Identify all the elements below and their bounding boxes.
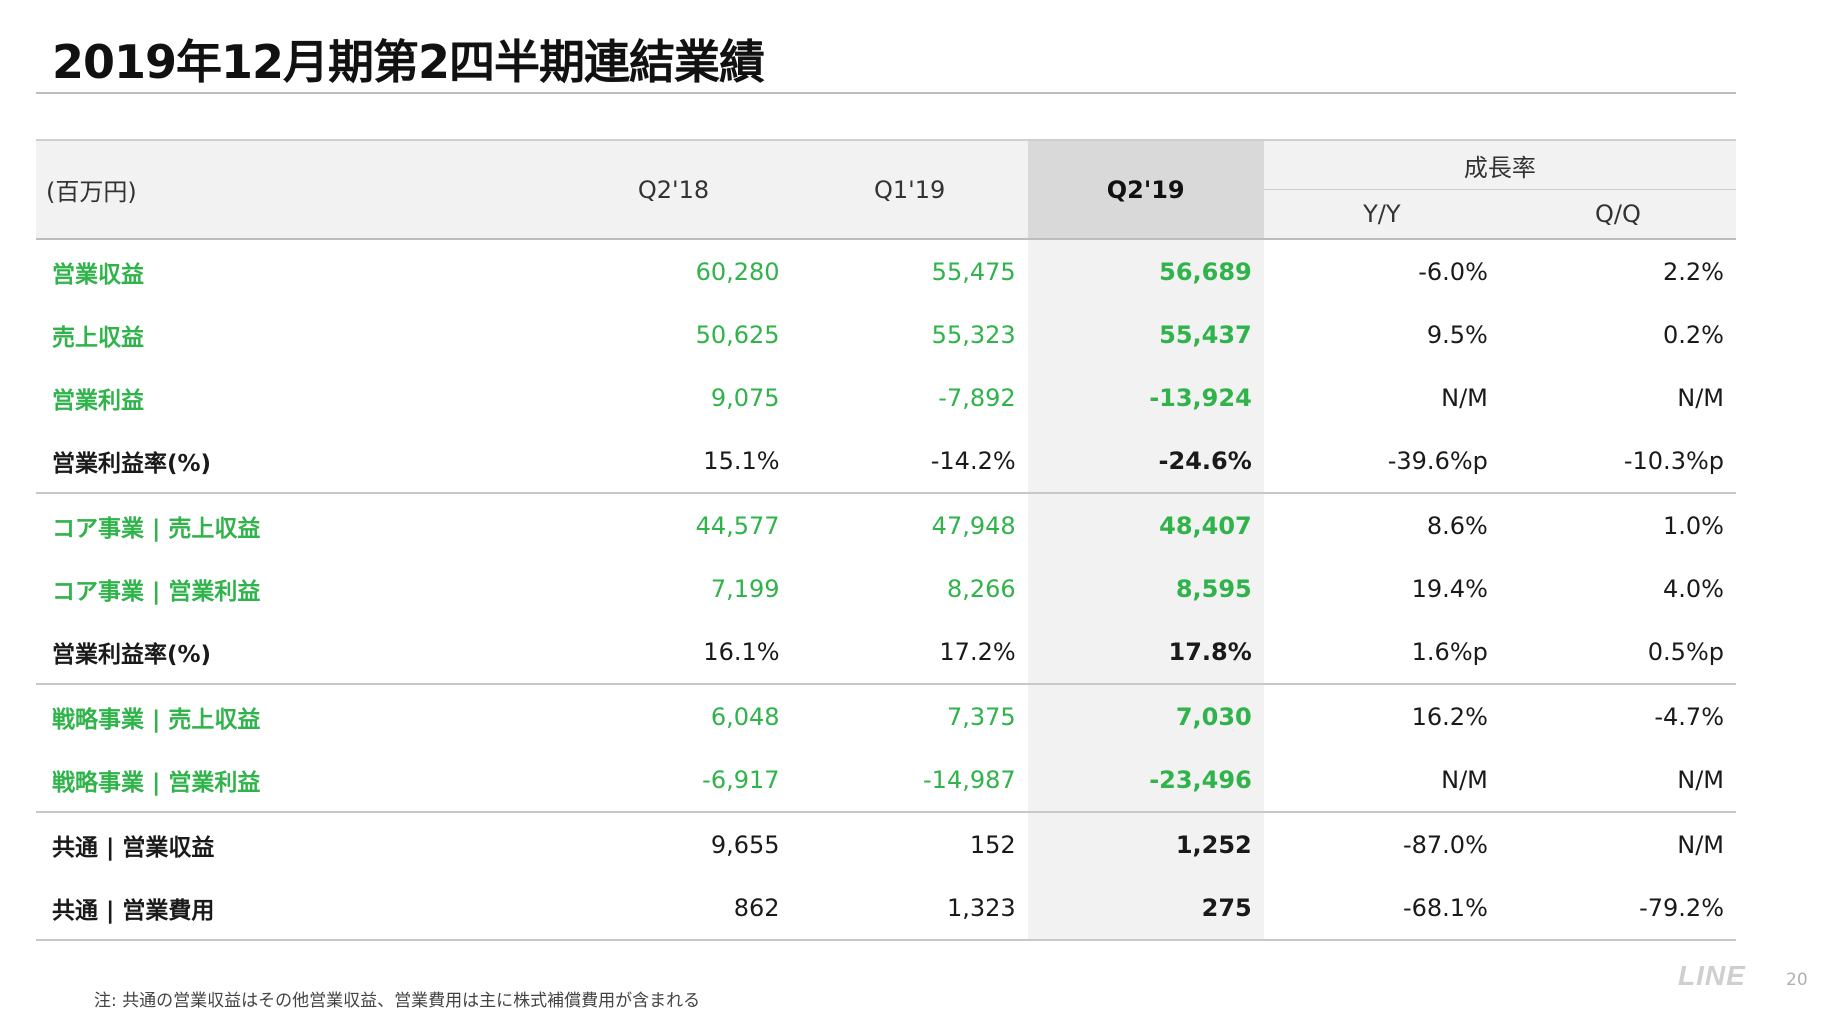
growth-yy: -68.1% — [1263, 876, 1500, 941]
value-q1-19: 152 — [791, 811, 1028, 876]
value-q2-18: 9,075 — [710, 383, 780, 412]
table-row: 営業利益率(%) 15.1% -14.2% -24.6% -39.6%p -10… — [36, 429, 1736, 493]
growth-qq: 0.2% — [1663, 320, 1724, 349]
growth-qq: 0.5%p — [1647, 637, 1724, 666]
value-q1-19: -7,892 — [938, 383, 1016, 412]
growth-qq: N/M — [1677, 765, 1724, 794]
growth-yy: N/M — [1441, 765, 1488, 794]
value-q2-19: 1,252 — [1027, 811, 1264, 876]
row-label: コア事業 | 売上収益 — [36, 492, 556, 557]
growth-yy: -87.0% — [1263, 811, 1500, 876]
value-q1-19: 47,948 — [791, 492, 1028, 557]
growth-qq: N/M — [1677, 383, 1724, 412]
value-q2-18: 60,280 — [695, 257, 780, 286]
value-q2-18: 44,577 — [555, 492, 792, 557]
line-logo: LINE — [1678, 960, 1746, 991]
growth-qq: -10.3%p — [1623, 446, 1724, 475]
value-q1-19: 17.2% — [939, 637, 1016, 666]
growth-rate-header: 成長率 — [1263, 139, 1736, 190]
table-row: 共通 | 営業収益 9,655 152 1,252 -87.0% N/M — [36, 811, 1736, 876]
value-q2-19: 48,407 — [1027, 492, 1264, 557]
page-title: 2019年12月期第2四半期連結業績 — [52, 35, 765, 89]
row-label: 売上収益 — [52, 324, 144, 351]
table-row: 営業利益 9,075 -7,892 -13,924 N/M N/M — [36, 366, 1736, 429]
growth-yy: -39.6%p — [1387, 446, 1488, 475]
value-q2-18: 7,199 — [710, 574, 780, 603]
value-q2-19: 8,595 — [1027, 557, 1264, 620]
value-q2-19: 275 — [1027, 876, 1264, 941]
growth-yy: -6.0% — [1418, 257, 1488, 286]
value-q1-19: 8,266 — [946, 574, 1016, 603]
row-label: 戦略事業 | 売上収益 — [36, 683, 556, 748]
table-row: 戦略事業 | 売上収益 6,048 7,375 7,030 16.2% -4.7… — [36, 683, 1736, 748]
value-q2-18: 9,655 — [555, 811, 792, 876]
row-label: 営業利益率(%) — [52, 450, 212, 477]
results-table: (百万円) Q2'18 Q1'19 Q2'19 成長率 Y/Y Q/Q 営業収益… — [36, 139, 1736, 941]
row-label: 共通 | 営業収益 — [36, 811, 556, 876]
footnote: 注: 共通の営業収益はその他営業収益、営業費用は主に株式補償費用が含まれる — [94, 991, 701, 1011]
growth-yy: N/M — [1441, 383, 1488, 412]
table-row: 売上収益 50,625 55,323 55,437 9.5% 0.2% — [36, 303, 1736, 366]
table-row: 戦略事業 | 営業利益 -6,917 -14,987 -23,496 N/M N… — [36, 748, 1736, 812]
table-row: 共通 | 営業費用 862 1,323 275 -68.1% -79.2% — [36, 876, 1736, 941]
growth-qq: -4.7% — [1499, 683, 1736, 748]
growth-qq: 1.0% — [1499, 492, 1736, 557]
value-q1-19: 55,323 — [931, 320, 1016, 349]
period-header-q2-18: Q2'18 — [555, 139, 792, 240]
growth-qq-header: Q/Q — [1499, 189, 1736, 240]
growth-qq: 4.0% — [1663, 574, 1724, 603]
row-label: 営業収益 — [52, 261, 144, 288]
value-q2-19: 17.8% — [1027, 620, 1264, 684]
value-q1-19: -14.2% — [930, 446, 1016, 475]
value-q2-19: -23,496 — [1027, 748, 1264, 812]
growth-qq: -79.2% — [1499, 876, 1736, 941]
table-row: 営業利益率(%) 16.1% 17.2% 17.8% 1.6%p 0.5%p — [36, 620, 1736, 684]
value-q2-18: 862 — [555, 876, 792, 941]
value-q2-19: -13,924 — [1027, 366, 1264, 429]
growth-qq: 2.2% — [1663, 257, 1724, 286]
period-header-q2-19: Q2'19 — [1027, 139, 1264, 240]
row-label: 共通 | 営業費用 — [36, 876, 556, 941]
row-label: 戦略事業 | 営業利益 — [52, 769, 261, 796]
period-header-q1-19: Q1'19 — [791, 139, 1028, 240]
table-row: コア事業 | 売上収益 44,577 47,948 48,407 8.6% 1.… — [36, 492, 1736, 557]
value-q2-18: 6,048 — [555, 683, 792, 748]
growth-yy: 1.6%p — [1411, 637, 1488, 666]
unit-label: (百万円) — [36, 139, 556, 240]
row-label: 営業利益 — [52, 387, 144, 414]
growth-yy-header: Y/Y — [1263, 189, 1500, 240]
growth-yy: 8.6% — [1263, 492, 1500, 557]
page-number: 20 — [1786, 970, 1808, 990]
value-q2-19: 56,689 — [1027, 239, 1264, 303]
value-q1-19: 55,475 — [931, 257, 1016, 286]
row-label: 営業利益率(%) — [52, 641, 212, 668]
value-q1-19: -14,987 — [923, 765, 1016, 794]
growth-qq: N/M — [1499, 811, 1736, 876]
table-row: コア事業 | 営業利益 7,199 8,266 8,595 19.4% 4.0% — [36, 557, 1736, 620]
value-q2-19: 7,030 — [1027, 683, 1264, 748]
growth-yy: 9.5% — [1426, 320, 1488, 349]
growth-yy: 19.4% — [1411, 574, 1488, 603]
value-q2-18: 15.1% — [703, 446, 780, 475]
value-q2-18: 50,625 — [695, 320, 780, 349]
value-q2-19: 55,437 — [1027, 303, 1264, 366]
value-q1-19: 1,323 — [791, 876, 1028, 941]
growth-yy: 16.2% — [1263, 683, 1500, 748]
row-label: コア事業 | 営業利益 — [52, 578, 261, 605]
table-row: 営業収益 60,280 55,475 56,689 -6.0% 2.2% — [36, 239, 1736, 303]
value-q2-18: 16.1% — [703, 637, 780, 666]
title-divider — [36, 92, 1736, 94]
value-q2-18: -6,917 — [702, 765, 780, 794]
value-q2-19: -24.6% — [1027, 429, 1264, 493]
value-q1-19: 7,375 — [791, 683, 1028, 748]
